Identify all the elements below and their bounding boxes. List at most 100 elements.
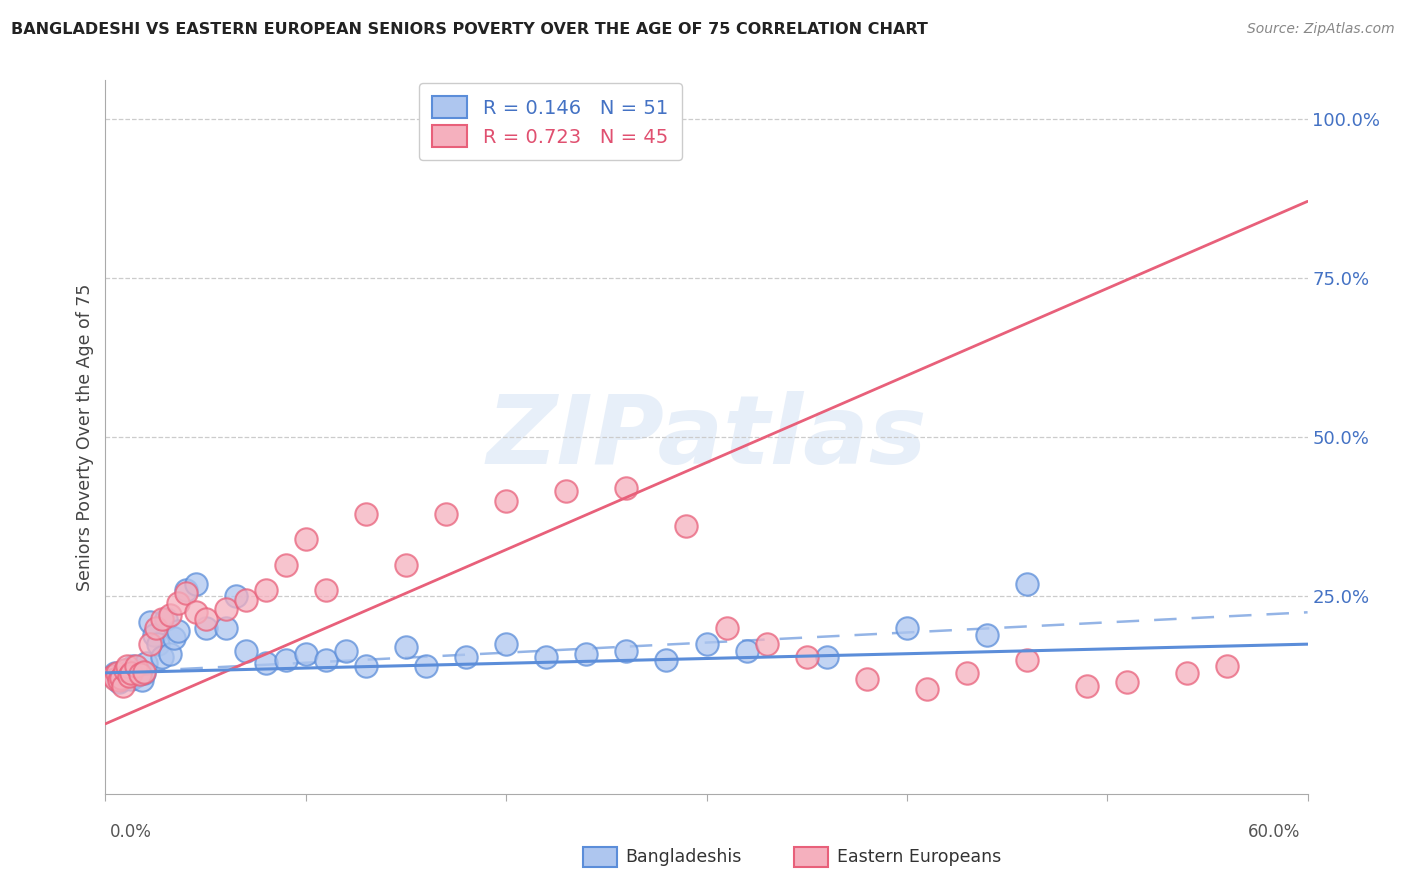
- Text: Source: ZipAtlas.com: Source: ZipAtlas.com: [1247, 22, 1395, 37]
- Point: [454, 649, 477, 664]
- Point: [1017, 653, 1039, 667]
- Point: [415, 659, 437, 673]
- Point: [855, 672, 877, 686]
- Point: [174, 582, 197, 597]
- Point: [235, 643, 257, 657]
- Point: [1216, 659, 1239, 673]
- Point: [121, 665, 143, 680]
- Point: [184, 576, 207, 591]
- Point: [159, 608, 181, 623]
- Point: [434, 507, 457, 521]
- Point: [107, 665, 129, 680]
- Point: [145, 621, 167, 635]
- Point: [1076, 679, 1098, 693]
- Point: [616, 481, 638, 495]
- Point: [194, 612, 217, 626]
- Point: [655, 653, 678, 667]
- Point: [254, 657, 277, 671]
- Point: [335, 643, 357, 657]
- Point: [150, 612, 173, 626]
- Point: [214, 602, 236, 616]
- Point: [138, 637, 160, 651]
- Text: 60.0%: 60.0%: [1249, 822, 1301, 840]
- Point: [112, 667, 135, 681]
- Point: [915, 681, 938, 696]
- Point: [1177, 665, 1199, 680]
- Point: [117, 671, 139, 685]
- Point: [194, 621, 217, 635]
- Point: [184, 605, 207, 619]
- Point: [159, 647, 181, 661]
- Point: [315, 653, 337, 667]
- Point: [896, 621, 918, 635]
- Point: [162, 631, 184, 645]
- Point: [354, 659, 377, 673]
- Point: [104, 665, 127, 680]
- Point: [131, 673, 153, 688]
- Point: [214, 621, 236, 635]
- Point: [142, 627, 165, 641]
- Text: BANGLADESHI VS EASTERN EUROPEAN SENIORS POVERTY OVER THE AGE OF 75 CORRELATION C: BANGLADESHI VS EASTERN EUROPEAN SENIORS …: [11, 22, 928, 37]
- Point: [108, 673, 131, 688]
- Point: [128, 667, 150, 681]
- Point: [956, 665, 979, 680]
- Point: [118, 665, 141, 680]
- Point: [132, 665, 155, 680]
- Point: [274, 558, 297, 572]
- Text: Bangladeshis: Bangladeshis: [626, 848, 742, 866]
- Point: [107, 672, 129, 686]
- Point: [155, 612, 177, 626]
- Text: Eastern Europeans: Eastern Europeans: [837, 848, 1001, 866]
- Point: [395, 640, 418, 655]
- Point: [976, 627, 998, 641]
- Point: [110, 673, 132, 688]
- Point: [495, 493, 517, 508]
- Point: [166, 596, 188, 610]
- Point: [696, 637, 718, 651]
- Y-axis label: Seniors Poverty Over the Age of 75: Seniors Poverty Over the Age of 75: [76, 284, 94, 591]
- Point: [254, 582, 277, 597]
- Point: [103, 669, 125, 683]
- Point: [735, 643, 758, 657]
- Point: [354, 507, 377, 521]
- Point: [1017, 576, 1039, 591]
- Point: [1116, 675, 1139, 690]
- Point: [815, 649, 838, 664]
- Point: [114, 663, 136, 677]
- Point: [575, 647, 598, 661]
- Text: ZIPatlas: ZIPatlas: [486, 391, 927, 483]
- Point: [534, 649, 557, 664]
- Point: [124, 669, 146, 683]
- Point: [174, 586, 197, 600]
- Point: [132, 665, 155, 679]
- Point: [112, 679, 135, 693]
- Text: 0.0%: 0.0%: [110, 822, 152, 840]
- Point: [495, 637, 517, 651]
- Point: [716, 621, 738, 635]
- Point: [104, 672, 127, 686]
- Point: [135, 657, 157, 671]
- Point: [117, 659, 139, 673]
- Point: [616, 643, 638, 657]
- Point: [395, 558, 418, 572]
- Point: [118, 669, 141, 683]
- Point: [103, 669, 125, 683]
- Point: [555, 484, 578, 499]
- Point: [146, 637, 169, 651]
- Point: [295, 647, 318, 661]
- Point: [110, 671, 132, 685]
- Point: [150, 649, 173, 664]
- Point: [274, 653, 297, 667]
- Point: [675, 519, 697, 533]
- Point: [128, 663, 150, 677]
- Point: [121, 672, 143, 686]
- Point: [796, 649, 818, 664]
- Point: [108, 675, 131, 690]
- Point: [138, 615, 160, 629]
- Point: [755, 637, 778, 651]
- Point: [166, 624, 188, 639]
- Point: [235, 592, 257, 607]
- Point: [315, 582, 337, 597]
- Legend: R = 0.146   N = 51, R = 0.723   N = 45: R = 0.146 N = 51, R = 0.723 N = 45: [419, 83, 682, 161]
- Point: [114, 663, 136, 677]
